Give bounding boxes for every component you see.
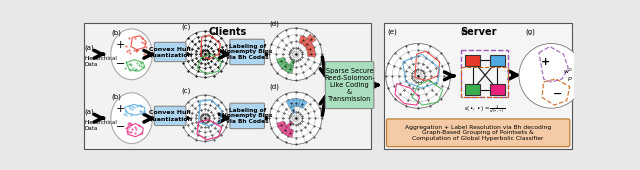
FancyBboxPatch shape xyxy=(490,84,505,96)
Text: (b): (b) xyxy=(111,30,122,36)
Text: −: − xyxy=(116,122,125,132)
Polygon shape xyxy=(286,121,293,128)
Text: Labeling of
Nonempty Bins
via Bh Codes: Labeling of Nonempty Bins via Bh Codes xyxy=(222,44,273,60)
Text: Convex Hull
Quantization: Convex Hull Quantization xyxy=(148,110,193,121)
FancyBboxPatch shape xyxy=(465,55,480,66)
Text: (g): (g) xyxy=(525,29,535,35)
Circle shape xyxy=(182,31,228,77)
Polygon shape xyxy=(280,125,289,135)
FancyBboxPatch shape xyxy=(154,42,186,62)
Text: Hierarchical
Data: Hierarchical Data xyxy=(84,120,118,131)
FancyBboxPatch shape xyxy=(384,23,572,149)
Text: (a): (a) xyxy=(84,109,95,115)
Text: (d): (d) xyxy=(269,20,279,27)
Polygon shape xyxy=(290,107,295,114)
Polygon shape xyxy=(307,34,316,43)
FancyBboxPatch shape xyxy=(230,39,264,65)
Text: −: − xyxy=(116,58,125,69)
Text: (c): (c) xyxy=(182,87,191,94)
FancyBboxPatch shape xyxy=(154,106,186,125)
Polygon shape xyxy=(303,39,312,48)
Text: +: + xyxy=(541,57,550,67)
FancyBboxPatch shape xyxy=(387,119,570,147)
Text: $s(\bullet,\bullet)=\frac{1}{d(\bullet,\bullet)}$: $s(\bullet,\bullet)=\frac{1}{d(\bullet,\… xyxy=(465,104,506,115)
Text: Clients: Clients xyxy=(209,27,246,37)
Polygon shape xyxy=(307,51,316,57)
Polygon shape xyxy=(280,61,289,71)
FancyBboxPatch shape xyxy=(325,62,374,109)
Circle shape xyxy=(182,95,228,141)
Text: Hierarchical
Data: Hierarchical Data xyxy=(84,56,118,67)
Polygon shape xyxy=(298,99,307,109)
Text: (a): (a) xyxy=(84,45,95,51)
Polygon shape xyxy=(286,99,294,108)
Text: +: + xyxy=(116,40,125,50)
FancyBboxPatch shape xyxy=(490,55,505,66)
Text: Labeling of
Nonempty Bins
via Bh Codes: Labeling of Nonempty Bins via Bh Codes xyxy=(222,108,273,124)
Text: Sparse Secure
Reed-Solomon-
Like Coding
&
Transmission: Sparse Secure Reed-Solomon- Like Coding … xyxy=(324,68,375,102)
Ellipse shape xyxy=(111,29,152,80)
Text: $p$: $p$ xyxy=(566,75,572,83)
Circle shape xyxy=(269,92,322,144)
Polygon shape xyxy=(276,121,286,130)
Text: Convex Hull
Quantization: Convex Hull Quantization xyxy=(148,47,193,57)
Text: (e): (e) xyxy=(387,29,397,35)
Circle shape xyxy=(269,28,322,80)
FancyBboxPatch shape xyxy=(465,84,480,96)
Text: +: + xyxy=(116,104,125,114)
Text: (b): (b) xyxy=(111,94,122,100)
Polygon shape xyxy=(299,35,307,45)
Polygon shape xyxy=(289,59,295,66)
FancyBboxPatch shape xyxy=(84,23,371,149)
Polygon shape xyxy=(285,64,294,74)
Text: $w^0$: $w^0$ xyxy=(563,67,573,76)
Polygon shape xyxy=(306,44,315,52)
Text: (c): (c) xyxy=(182,23,191,30)
Text: Aggregation + Label Resolution via Bh decoding
Graph-Based Grouping of Pointsets: Aggregation + Label Resolution via Bh de… xyxy=(405,124,551,141)
Text: Server: Server xyxy=(460,27,497,37)
Polygon shape xyxy=(276,57,286,66)
Text: (f): (f) xyxy=(460,29,468,35)
Circle shape xyxy=(386,44,451,108)
Polygon shape xyxy=(293,99,300,107)
Ellipse shape xyxy=(111,93,152,144)
Text: −: − xyxy=(553,89,562,99)
Polygon shape xyxy=(285,128,294,138)
FancyBboxPatch shape xyxy=(230,103,264,129)
Text: (d): (d) xyxy=(269,84,279,90)
Circle shape xyxy=(519,44,584,108)
